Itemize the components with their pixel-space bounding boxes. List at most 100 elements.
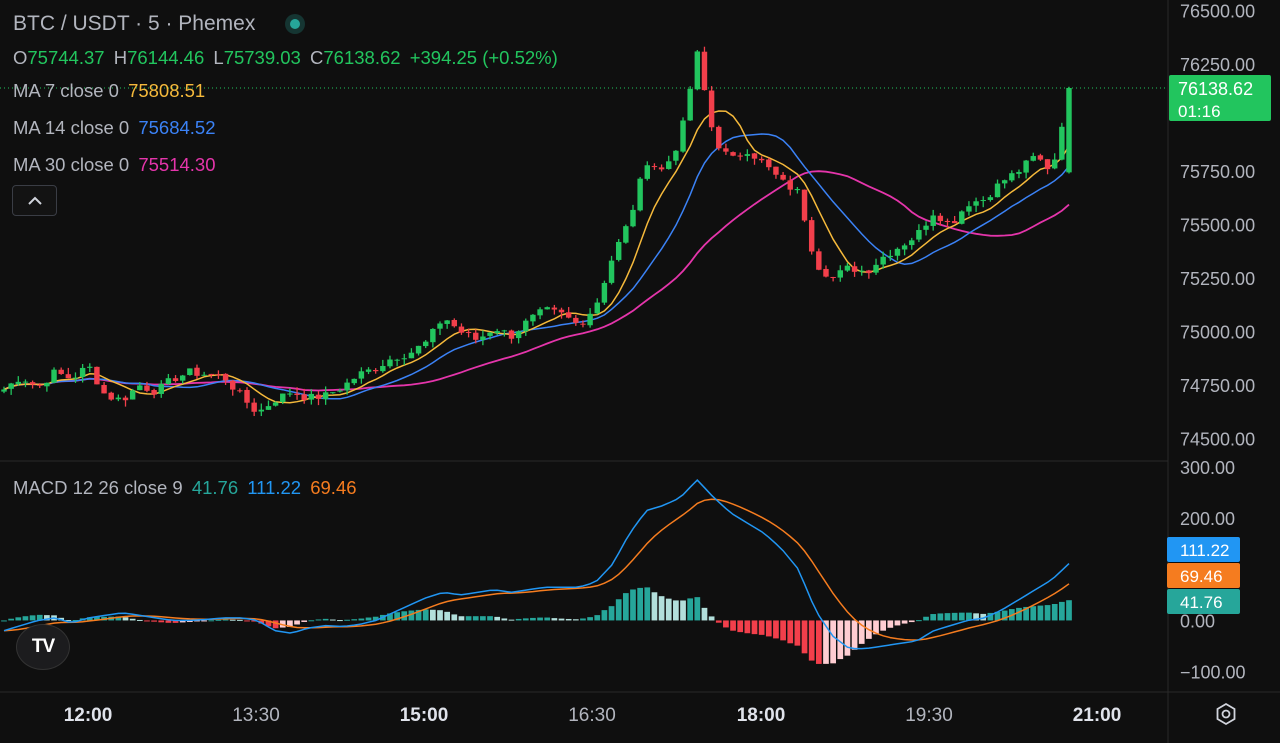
macd-histogram-bar: [873, 620, 879, 635]
macd-histogram-bar: [329, 619, 336, 621]
candle: [594, 298, 600, 315]
candle: [179, 374, 186, 384]
macd-histogram-bar: [815, 620, 822, 664]
candle: [322, 386, 329, 405]
candle: [773, 166, 779, 179]
macd-histogram-bar: [994, 611, 1001, 621]
macd-histogram-bar: [136, 619, 143, 621]
macd-histogram-bar: [980, 613, 987, 621]
candle: [494, 328, 500, 336]
candle-body: [158, 383, 164, 394]
candle: [687, 86, 693, 121]
candle: [1001, 179, 1008, 189]
macd-histogram-bar: [1066, 600, 1072, 621]
candle: [523, 318, 529, 336]
high-value: 76144.46: [127, 47, 205, 68]
candle-body: [766, 159, 772, 168]
macd-histogram-bar: [551, 618, 558, 621]
candle-body: [365, 369, 372, 372]
macd-histogram-bar: [1023, 606, 1029, 621]
price-tick-label: 76500.00: [1180, 2, 1255, 22]
macd-histogram-bar: [723, 620, 729, 628]
candle-body: [473, 332, 479, 340]
candle: [658, 164, 665, 172]
settings-button[interactable]: [1212, 700, 1240, 728]
macd-histogram-bar: [587, 617, 593, 621]
chevron-up-icon: [27, 196, 42, 205]
candle-body: [108, 392, 114, 400]
candle: [944, 218, 951, 228]
candle-body: [37, 384, 43, 386]
collapse-legend-button[interactable]: [12, 185, 57, 216]
candle-body: [272, 402, 279, 406]
macd-histogram-bar: [622, 593, 629, 621]
macd-histogram-bar: [773, 620, 779, 639]
macd-histogram-bar: [1016, 607, 1022, 621]
candle: [351, 378, 357, 386]
macd-tick-label: −100.00: [1180, 663, 1246, 683]
candle: [973, 197, 979, 212]
candle: [1, 386, 7, 394]
candle: [394, 358, 400, 367]
candle-body: [244, 389, 250, 403]
macd-histogram-bar: [372, 616, 379, 621]
macd-histogram-bar: [801, 620, 808, 654]
macd-histogram-bar: [680, 600, 686, 621]
candle-body: [444, 320, 450, 324]
macd-histogram-bar: [594, 615, 601, 621]
candle: [22, 379, 29, 388]
macd-histogram-bar: [987, 612, 994, 621]
candle: [344, 378, 350, 395]
macd-lines: [3, 479, 1070, 650]
candle-body: [608, 260, 615, 283]
ma30-legend[interactable]: MA 30 close 0 75514.30: [13, 154, 220, 176]
ma14-legend[interactable]: MA 14 close 0 75684.52: [13, 117, 220, 139]
macd-histogram-bar: [744, 620, 751, 634]
candle-body: [1030, 156, 1036, 161]
candle: [937, 213, 944, 226]
candle: [315, 391, 322, 406]
macd-histogram-bar: [1058, 601, 1065, 621]
candle: [801, 189, 808, 223]
candle: [158, 380, 164, 398]
candle-body: [401, 358, 407, 360]
candle: [280, 393, 286, 405]
candle: [966, 201, 972, 216]
candle-body: [901, 245, 908, 250]
candle: [615, 238, 622, 262]
tradingview-logo-icon[interactable]: TV: [16, 624, 70, 670]
ma30-line: [3, 170, 1070, 392]
symbol-title[interactable]: BTC / USDT · 5 · Phemex: [13, 12, 256, 35]
candle-body: [873, 264, 879, 273]
candle-body: [930, 215, 936, 226]
candle: [372, 368, 379, 374]
macd-histogram-bar: [530, 617, 536, 621]
macd-histogram-bar: [501, 618, 508, 621]
macd-histogram-bar: [365, 617, 372, 621]
macd-histogram-bar: [15, 617, 22, 621]
candle: [480, 330, 486, 346]
candle: [187, 368, 193, 376]
macd-legend[interactable]: MACD 12 26 close 9 41.76 111.22 69.46: [13, 477, 361, 499]
macd-hist-badge-bg: [1167, 589, 1240, 614]
macd-histogram-bar: [544, 617, 551, 621]
macd-histogram-bar: [437, 610, 443, 621]
macd-histogram-bar: [229, 619, 236, 621]
macd-histogram-bar: [115, 616, 122, 621]
price-tick-label: 74500.00: [1180, 430, 1255, 450]
ma30-value: 75514.30: [138, 154, 216, 175]
candle: [951, 215, 958, 224]
macd-histogram-bar: [315, 619, 322, 621]
candle-body: [137, 385, 143, 391]
candle: [129, 388, 136, 400]
candle-body: [79, 367, 86, 377]
close-label: C: [310, 47, 324, 68]
candle: [673, 150, 679, 166]
ma7-legend[interactable]: MA 7 close 0 75808.51: [13, 80, 209, 102]
candle-body: [380, 365, 386, 372]
time-axis: 12:00 13:30 15:00 16:30 18:00 19:30 21:00: [64, 705, 1122, 726]
candle-body: [630, 209, 636, 227]
candle-body: [708, 90, 715, 128]
